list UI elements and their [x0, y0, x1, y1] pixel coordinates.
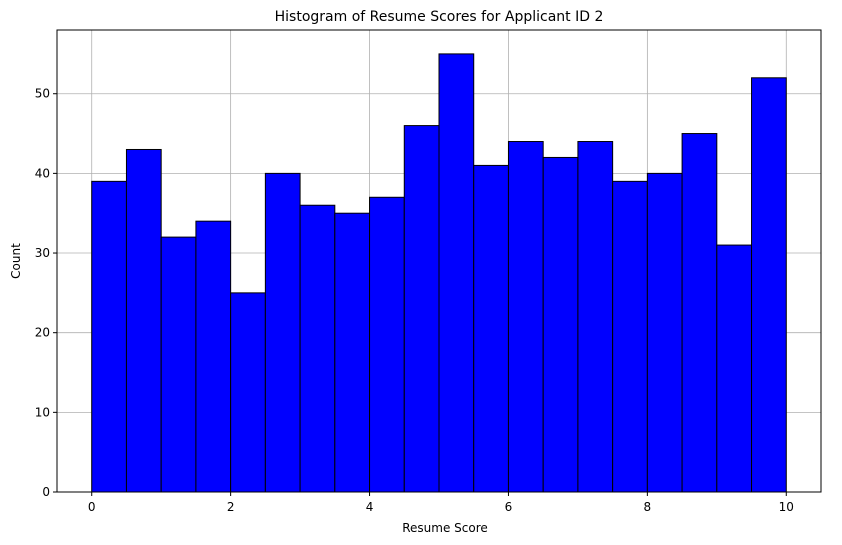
histogram-bar: [264, 172, 301, 493]
x-axis-label: Resume Score: [402, 521, 488, 535]
histogram-bar: [716, 244, 753, 493]
y-tick-label: 0: [42, 485, 50, 499]
plot-frame: [56, 29, 822, 493]
histogram-bar: [230, 292, 266, 493]
x-tick-label: 10: [779, 500, 794, 514]
histogram-bar: [612, 180, 648, 493]
histogram-bar: [403, 125, 440, 493]
histogram-bar: [91, 180, 127, 493]
histogram-bar: [473, 164, 509, 493]
histogram-bar: [438, 53, 475, 493]
x-tick-label: 4: [366, 500, 374, 514]
histogram-bar: [125, 148, 162, 493]
x-tick-label: 8: [644, 500, 652, 514]
y-tick-label: 10: [35, 405, 50, 419]
x-tick-label: 2: [227, 500, 235, 514]
y-tick-label: 40: [35, 166, 50, 180]
histogram-bar: [334, 212, 371, 493]
histogram-bar: [751, 77, 787, 493]
y-tick-label: 30: [35, 246, 50, 260]
y-axis-label: Count: [9, 243, 23, 279]
histogram-bar: [577, 141, 614, 493]
bars-group: [91, 53, 787, 493]
histogram-bar: [160, 236, 197, 493]
histogram-bar: [369, 196, 405, 493]
histogram-bar: [195, 220, 232, 493]
histogram-bar: [646, 172, 683, 493]
histogram-bar: [507, 141, 544, 493]
histogram-bar: [542, 156, 579, 493]
x-tick-label: 0: [88, 500, 96, 514]
y-tick-label: 20: [35, 326, 50, 340]
y-axis-ticks: 0 10 20 30 40 50: [35, 87, 57, 499]
chart-title: Histogram of Resume Scores for Applicant…: [275, 9, 604, 25]
x-tick-label: 6: [505, 500, 513, 514]
y-tick-label: 50: [35, 87, 50, 101]
histogram-bar: [681, 133, 718, 493]
x-axis-ticks: 0 2 4 6 8 10: [88, 492, 794, 514]
histogram-bar: [299, 204, 336, 493]
